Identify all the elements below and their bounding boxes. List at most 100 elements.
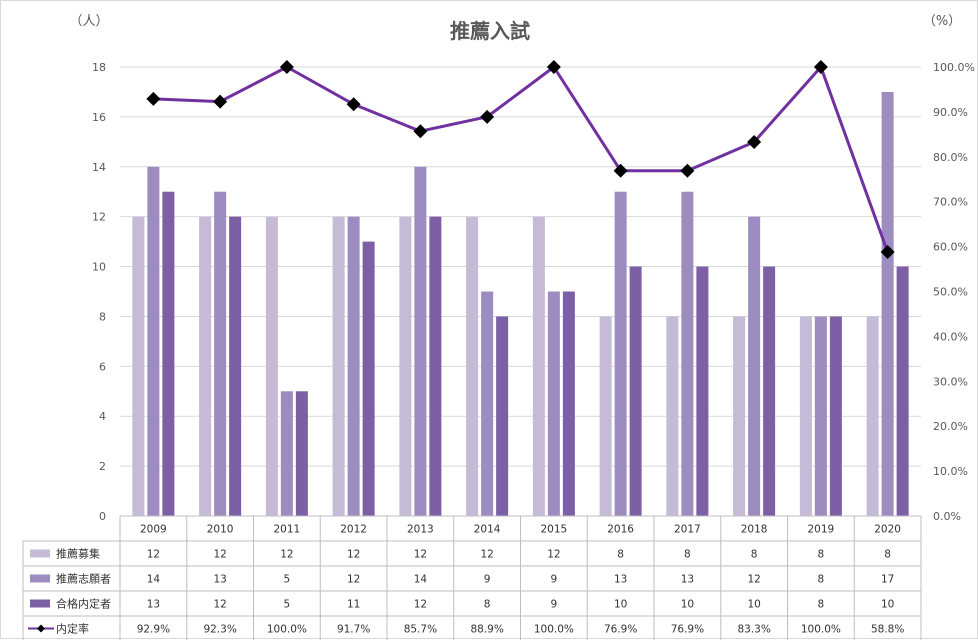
data-table-cell: 12 bbox=[347, 549, 360, 561]
data-table-cell: 88.9% bbox=[470, 624, 503, 636]
data-table-cell: 8 bbox=[751, 549, 758, 561]
bar-推薦募集 bbox=[199, 216, 212, 516]
data-table-cell: 8 bbox=[818, 574, 825, 586]
bar-推薦志願者 bbox=[881, 91, 894, 516]
data-table-cell: 10 bbox=[614, 599, 627, 611]
data-table-cell: 11 bbox=[347, 599, 360, 611]
legend-key-推薦志願者 bbox=[30, 574, 50, 583]
line-series-内定率 bbox=[153, 65, 890, 253]
left-axis-tick-label: 18 bbox=[92, 61, 106, 74]
x-axis-tick-label: 2016 bbox=[607, 524, 634, 536]
x-axis-tick-label: 2020 bbox=[874, 524, 901, 536]
right-axis-unit: （%） bbox=[923, 14, 961, 29]
legend-key-marker bbox=[37, 624, 45, 633]
data-table-cell: 9 bbox=[551, 599, 558, 611]
right-axis-tick-label: 60.0% bbox=[933, 241, 968, 254]
line-point-marker bbox=[747, 134, 762, 149]
legend-key-推薦募集 bbox=[30, 549, 50, 558]
data-table-cell: 92.3% bbox=[203, 624, 236, 636]
x-axis-tick-label: 2013 bbox=[407, 524, 434, 536]
data-table-cell: 92.9% bbox=[137, 624, 170, 636]
x-axis-tick-label: 2017 bbox=[674, 524, 701, 536]
right-axis-tick-label: 30.0% bbox=[933, 375, 968, 388]
data-table-cell: 8 bbox=[617, 549, 624, 561]
bar-推薦志願者 bbox=[547, 291, 560, 516]
line-point-marker bbox=[880, 244, 895, 259]
data-table-cell: 12 bbox=[747, 574, 760, 586]
data-table-cell: 13 bbox=[614, 574, 627, 586]
bar-推薦志願者 bbox=[814, 316, 827, 516]
right-axis-tick-label: 90.0% bbox=[933, 106, 968, 119]
data-table-cell: 8 bbox=[884, 549, 891, 561]
bar-合格内定者 bbox=[829, 316, 842, 516]
bar-推薦志願者 bbox=[214, 191, 227, 516]
left-axis-unit: （人） bbox=[69, 14, 108, 29]
data-table-cell: 14 bbox=[147, 574, 161, 586]
data-table-cell: 10 bbox=[747, 599, 760, 611]
data-table-cell: 13 bbox=[681, 574, 694, 586]
bar-推薦志願者 bbox=[147, 166, 160, 516]
data-table-cell: 100.0% bbox=[267, 624, 307, 636]
bar-合格内定者 bbox=[896, 266, 909, 516]
data-table-cell: 12 bbox=[213, 599, 226, 611]
data-table-cell: 5 bbox=[284, 574, 291, 586]
legend-key-合格内定者 bbox=[30, 599, 50, 608]
left-axis-tick-label: 14 bbox=[92, 161, 106, 174]
data-table-cell: 83.3% bbox=[737, 624, 770, 636]
line-point-marker bbox=[546, 60, 561, 74]
data-table-cell: 91.7% bbox=[337, 624, 370, 636]
left-axis-tick-label: 2 bbox=[99, 460, 106, 473]
left-axis-tick-label: 10 bbox=[92, 261, 106, 274]
legend-label: 合格内定者 bbox=[56, 597, 111, 611]
data-table-cell: 100.0% bbox=[534, 624, 574, 636]
data-table-cell: 12 bbox=[414, 549, 427, 561]
bar-合格内定者 bbox=[496, 316, 509, 516]
line-point-marker bbox=[680, 163, 695, 178]
right-axis-tick-label: 0.0% bbox=[933, 510, 961, 523]
data-table-cell: 17 bbox=[881, 574, 894, 586]
line-point-marker bbox=[346, 97, 361, 112]
bar-推薦志願者 bbox=[414, 166, 427, 516]
bar-推薦志願者 bbox=[481, 291, 494, 516]
right-axis-tick-label: 10.0% bbox=[933, 465, 968, 478]
bar-推薦募集 bbox=[733, 316, 746, 516]
data-table-cell: 8 bbox=[484, 599, 491, 611]
data-table-cell: 12 bbox=[280, 549, 293, 561]
bar-推薦志願者 bbox=[614, 191, 627, 516]
data-table-cell: 5 bbox=[284, 599, 291, 611]
left-axis-tick-label: 8 bbox=[99, 310, 106, 323]
bar-推薦募集 bbox=[799, 316, 812, 516]
right-axis-tick-label: 70.0% bbox=[933, 196, 968, 209]
data-table-cell: 12 bbox=[547, 549, 560, 561]
legend-label: 推薦志願者 bbox=[56, 572, 111, 586]
data-table-cell: 12 bbox=[414, 599, 427, 611]
right-axis-tick-label: 100.0% bbox=[933, 61, 975, 74]
left-axis-tick-label: 4 bbox=[99, 410, 106, 423]
bar-合格内定者 bbox=[696, 266, 709, 516]
data-table-cell: 76.9% bbox=[604, 624, 637, 636]
line-point-marker bbox=[413, 124, 428, 139]
data-table-cell: 12 bbox=[347, 574, 360, 586]
data-table-cell: 8 bbox=[684, 549, 691, 561]
bar-推薦募集 bbox=[866, 316, 879, 516]
bar-合格内定者 bbox=[429, 216, 442, 516]
bar-推薦志願者 bbox=[681, 191, 694, 516]
x-axis-tick-label: 2011 bbox=[274, 524, 301, 536]
x-axis-tick-label: 2018 bbox=[741, 524, 768, 536]
bar-推薦募集 bbox=[399, 216, 412, 516]
left-axis-tick-label: 16 bbox=[92, 111, 106, 124]
data-table-cell: 85.7% bbox=[404, 624, 437, 636]
data-table-cell: 100.0% bbox=[801, 624, 841, 636]
right-axis-tick-label: 50.0% bbox=[933, 286, 968, 299]
x-axis-tick-label: 2014 bbox=[474, 524, 501, 536]
data-table-cell: 9 bbox=[551, 574, 558, 586]
legend-label: 推薦募集 bbox=[56, 547, 100, 561]
bar-合格内定者 bbox=[629, 266, 642, 516]
left-axis-tick-label: 6 bbox=[99, 360, 106, 373]
x-axis-tick-label: 2009 bbox=[140, 524, 167, 536]
bar-推薦募集 bbox=[132, 216, 145, 516]
bar-推薦志願者 bbox=[280, 391, 293, 516]
line-point-marker bbox=[480, 109, 495, 124]
data-table-cell: 10 bbox=[681, 599, 694, 611]
data-table-cell: 58.8% bbox=[871, 624, 904, 636]
